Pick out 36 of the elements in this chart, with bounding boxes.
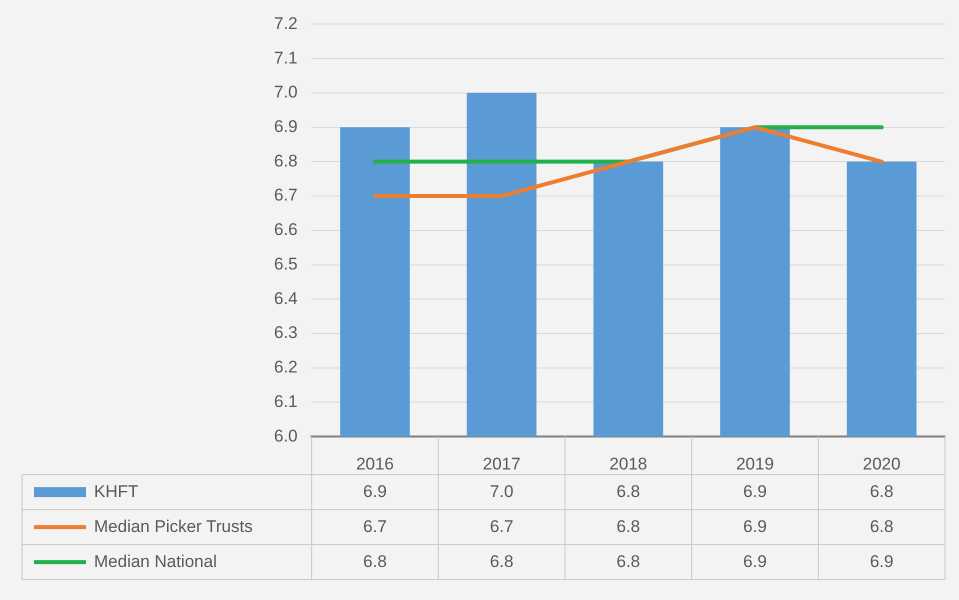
y-tick-label: 6.7	[274, 186, 298, 205]
data-label: 6.7	[363, 516, 387, 536]
data-label: 6.8	[363, 552, 387, 571]
x-tick-label: 2019	[736, 454, 774, 474]
x-tick-label: 2017	[482, 454, 521, 474]
x-tick-label: 2020	[862, 454, 901, 474]
data-label: 6.9	[743, 516, 767, 536]
data-label: 6.7	[490, 516, 514, 536]
data-label: 6.8	[490, 552, 514, 571]
legend-label: Median National	[94, 552, 217, 571]
y-tick-label: 6.6	[274, 220, 298, 240]
y-tick-label: 6.3	[274, 323, 298, 342]
data-label: 6.8	[616, 552, 640, 571]
y-tick-label: 6.4	[274, 288, 298, 308]
y-tick-label: 6.2	[274, 358, 298, 377]
y-tick-label: 6.8	[274, 151, 298, 170]
legend-label: Median Picker Trusts	[94, 516, 253, 536]
data-label: 6.9	[870, 552, 894, 571]
data-label: 6.8	[616, 516, 640, 536]
x-tick-label: 2016	[356, 454, 394, 474]
data-label: 6.8	[870, 482, 894, 501]
legend-label: KHFT	[94, 482, 138, 501]
y-tick-label: 6.5	[274, 254, 298, 274]
data-label: 6.9	[743, 482, 767, 501]
y-tick-label: 7.1	[274, 48, 298, 68]
data-label: 6.8	[870, 516, 894, 536]
data-label: 6.8	[616, 482, 640, 501]
y-tick-label: 6.1	[274, 392, 298, 411]
data-label: 6.9	[363, 482, 387, 501]
y-tick-label: 6.9	[274, 116, 298, 136]
x-tick-label: 2018	[609, 454, 648, 474]
y-tick-label: 6.0	[274, 426, 298, 446]
y-tick-label: 7.2	[274, 14, 298, 33]
data-label: 6.9	[743, 552, 767, 571]
y-tick-label: 7.0	[274, 82, 298, 102]
data-label: 7.0	[490, 482, 514, 501]
